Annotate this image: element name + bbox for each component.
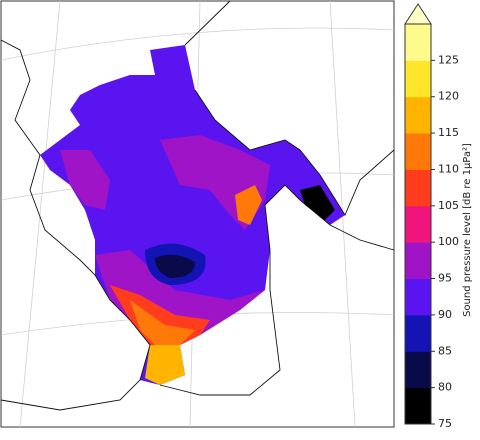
colorbar-tick-label: 120 xyxy=(438,90,459,103)
sea-zone xyxy=(145,345,185,385)
colorbar-band xyxy=(405,314,431,352)
colorbar-tick-label: 95 xyxy=(438,272,452,285)
sea-zone xyxy=(60,150,110,210)
colorbar-tick-label: 110 xyxy=(438,162,459,175)
colorbar-band xyxy=(405,205,431,243)
sea-zone xyxy=(235,185,262,225)
colorbar-tick-label: 80 xyxy=(438,381,452,394)
colorbar-tick-label: 100 xyxy=(438,235,459,248)
colorbar-tick-label: 85 xyxy=(438,344,452,357)
colorbar-band xyxy=(405,24,431,61)
colorbar-tick-label: 125 xyxy=(438,53,459,66)
sea-zone xyxy=(155,254,195,278)
colorbar-tick-label: 115 xyxy=(438,126,459,139)
colorbar-band xyxy=(405,133,431,170)
sea-zone xyxy=(300,185,335,220)
coastline xyxy=(0,0,395,411)
sea-zone xyxy=(130,300,195,350)
colorbar-band xyxy=(405,169,431,207)
colorbar-label: Sound pressure level [dB re 1μPa²] xyxy=(462,143,473,317)
colorbar-tick-label: 105 xyxy=(438,199,459,212)
colorbar-frame xyxy=(404,23,432,425)
colorbar-band xyxy=(405,351,431,389)
colorbar-extend xyxy=(404,3,432,25)
colorbar-band xyxy=(405,278,431,316)
colorbar-band xyxy=(405,96,431,134)
colorbar: Sound pressure level [dB re 1μPa²] 75 80 8… xyxy=(404,3,473,430)
colorbar-tick-label: 75 xyxy=(438,417,452,430)
map xyxy=(0,0,395,428)
colorbar-band xyxy=(405,242,431,280)
colorbar-tick-label: 90 xyxy=(438,308,452,321)
colorbar-band xyxy=(405,387,431,425)
colorbar-band xyxy=(405,60,431,98)
